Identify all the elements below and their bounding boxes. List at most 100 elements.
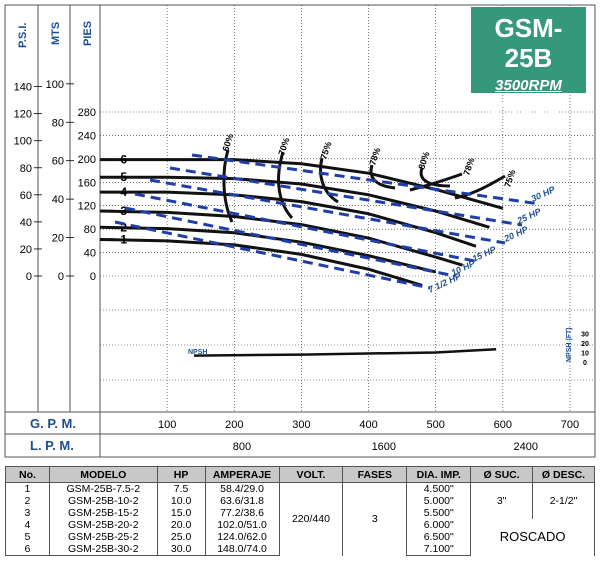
th-amperaje: AMPERAJE (204, 466, 280, 483)
th-desc: Ø DESC. (532, 466, 595, 483)
th-no: No. (5, 466, 50, 483)
gpm-tick: 200 (225, 419, 243, 431)
gpm-axis-title: G. P. M. (30, 416, 76, 431)
cell-modelo: GSM-25B-10-2 (48, 495, 158, 507)
mts-tick: 60 (52, 156, 64, 168)
pump-curve-3 (99, 209, 463, 267)
table-row: 4 GSM-25B-20-2 20.0 102.0/51.0 6.000" RO… (5, 519, 595, 556)
pump-curve-labels: 12 3 45 6 (120, 153, 127, 247)
title-box: GSM-25B 3500RPM 3”x 2-1/2” (471, 7, 586, 117)
npsh-curve (193, 348, 497, 357)
efficiency-curve-60 (222, 149, 234, 223)
pies-tick: 240 (78, 130, 96, 142)
table-row: 3 GSM-25B-15-2 15.0 77.2/38.6 5.500" (5, 507, 595, 519)
plot-grid (100, 5, 595, 412)
pies-tick: 200 (78, 154, 96, 166)
pump-curve-4 (100, 190, 477, 248)
eff-label-75a: 75% (318, 140, 333, 160)
cell-no: 2 (5, 495, 50, 507)
gpm-tick: 400 (359, 419, 377, 431)
psi-axis-title: P.S.I. (17, 23, 29, 48)
psi-tick: 120 (14, 109, 32, 121)
cell-amperaje: 124.0/62.0 (204, 531, 280, 543)
pump-curve-label-5: 5 (120, 170, 127, 184)
pies-tick: 160 (78, 177, 96, 189)
eff-label-80: 80% (416, 150, 431, 170)
hp-label-25: 25 HP (515, 206, 544, 226)
cell-no: 6 (5, 543, 50, 556)
mts-axis-title: MTS (50, 22, 62, 45)
psi-tick: 140 (14, 82, 32, 94)
psi-tick: 40 (20, 217, 32, 229)
pump-curve-5 (100, 175, 490, 229)
efficiency-curve-70 (277, 151, 294, 219)
mts-tick: 80 (52, 117, 64, 129)
pump-rpm: 3500RPM (495, 77, 562, 94)
cell-roscado: ROSCADO (470, 519, 595, 556)
psi-tick: 0 (26, 271, 32, 283)
cell-dia-imp: 5.500" (406, 507, 472, 519)
pies-tick: 280 (78, 107, 96, 119)
cell-hp: 15.0 (156, 507, 206, 519)
cell-volt: 220/440 (278, 482, 344, 556)
npsh-tick: 10 (581, 351, 589, 358)
psi-tick: 60 (20, 190, 32, 202)
cell-amperaje: 77.2/38.6 (204, 507, 280, 519)
npsh-tick: 0 (583, 360, 587, 367)
cell-dia-imp: 4.500" (406, 482, 472, 495)
chart-frame (4, 4, 596, 458)
cell-amperaje: 102.0/51.0 (204, 519, 280, 531)
table-header-row: No. MODELO HP AMPERAJE VOLT. FASES DIA. … (5, 466, 595, 483)
lpm-axis-title: L. P. M. (30, 438, 74, 453)
pump-curve-label-3: 3 (120, 204, 127, 218)
pump-curve-label-4: 4 (120, 185, 127, 199)
psi-tick: 80 (20, 163, 32, 175)
gpm-tick: 100 (158, 419, 176, 431)
cell-modelo: GSM-25B-30-2 (48, 543, 158, 556)
cell-amperaje: 148.0/74.0 (204, 543, 280, 556)
hp-line-15 (134, 192, 481, 264)
horsepower-lines (114, 153, 541, 290)
eff-label-78a: 78% (367, 146, 382, 166)
table-row: 6 GSM-25B-30-2 30.0 148.0/74.0 7.100" (5, 543, 595, 556)
th-hp: HP (156, 466, 206, 483)
hp-line-10 (124, 206, 456, 278)
efficiency-curves (222, 149, 506, 223)
table-row: 5 GSM-25B-25-2 25.0 124.0/62.0 6.500" (5, 531, 595, 543)
pump-size: 3”x 2-1/2” (491, 100, 566, 117)
pies-tick: 0 (90, 271, 96, 283)
cell-hp: 10.0 (156, 495, 206, 507)
gpm-tick: 600 (494, 419, 512, 431)
pies-tick: 40 (84, 248, 96, 260)
npsh-curve-label: NPSH (188, 349, 207, 356)
lpm-tick: 1600 (372, 441, 396, 453)
cell-dia-imp: 7.100" (406, 543, 472, 556)
npsh-tick: 30 (581, 332, 589, 339)
cell-hp: 30.0 (156, 543, 206, 556)
pies-ticks: 280 240 200 160 120 80 40 0 (78, 107, 96, 283)
lpm-ticks: 800 1600 2400 (233, 441, 538, 453)
cell-fases: 3 (342, 482, 408, 556)
cell-amperaje: 63.6/31.8 (204, 495, 280, 507)
cell-no: 5 (5, 531, 50, 543)
eff-label-78b: 78% (461, 156, 476, 176)
hp-line-25 (169, 166, 523, 227)
npsh-axis-title: NPSH (FT) (566, 327, 573, 362)
npsh-tick: 20 (581, 341, 589, 348)
th-fases: FASES (342, 466, 408, 483)
mts-tick: 40 (52, 194, 64, 206)
pump-curve-label-2: 2 (120, 220, 127, 234)
horsepower-labels: 30 HP 25 HP 20 HP 15 HP 10 HP 7 1/2 HP (427, 184, 558, 295)
cell-modelo: GSM-25B-20-2 (48, 519, 158, 531)
gpm-tick: 300 (292, 419, 310, 431)
th-volt: VOLT. (278, 466, 344, 483)
hp-line-30 (191, 153, 541, 206)
pump-model-title: GSM-25B (494, 13, 563, 73)
th-modelo: MODELO (48, 466, 158, 483)
cell-dia-imp: 6.000" (406, 519, 472, 531)
efficiency-curve-right (409, 172, 506, 200)
pies-tick: 80 (84, 224, 96, 236)
gpm-tick: 500 (427, 419, 445, 431)
cell-modelo: GSM-25B-7.5-2 (48, 482, 158, 495)
efficiency-curve-80 (419, 167, 451, 188)
